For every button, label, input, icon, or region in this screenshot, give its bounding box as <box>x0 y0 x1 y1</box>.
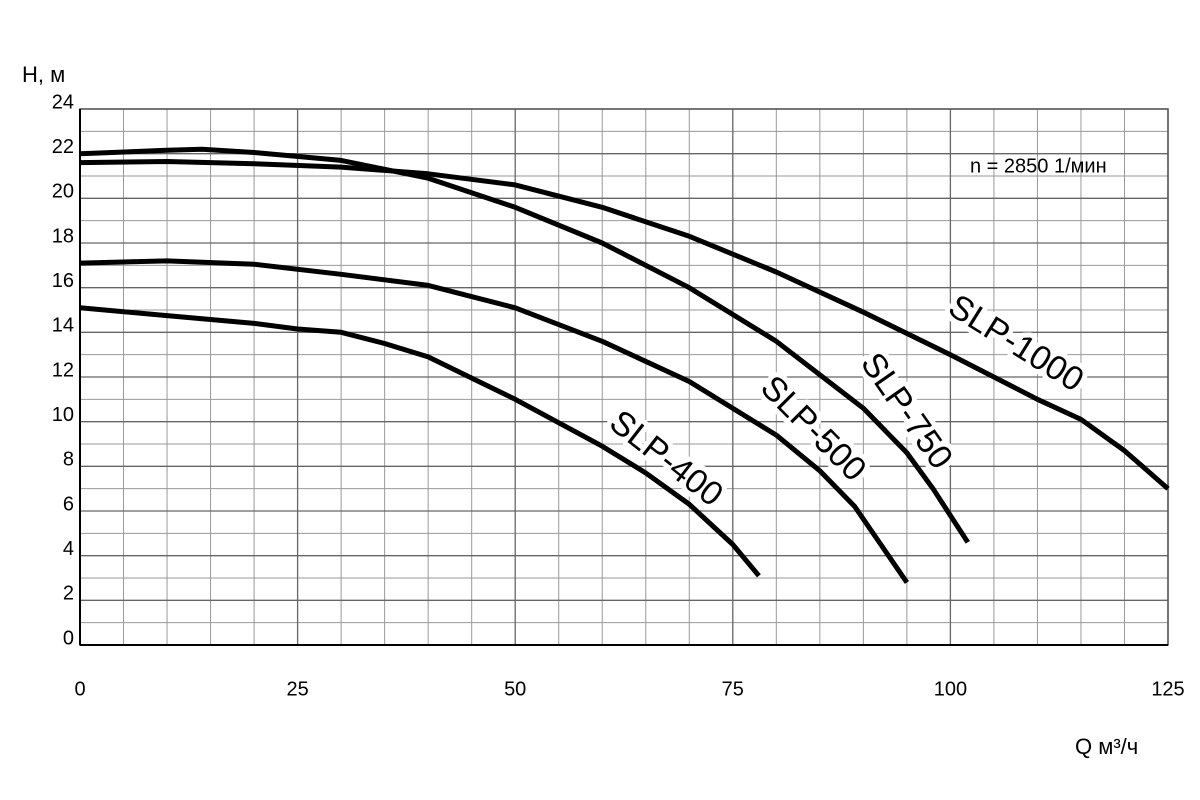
y-tick-label: 14 <box>52 315 74 337</box>
curve <box>79 146 970 544</box>
x-tick-label: 50 <box>504 678 526 700</box>
y-tick-label: 12 <box>52 359 74 381</box>
curve <box>79 159 1170 491</box>
y-tick-label: 20 <box>52 181 74 203</box>
y-tick-label: 2 <box>63 583 74 605</box>
y-tick-label: 24 <box>52 91 74 113</box>
y-tick-label: 22 <box>52 136 74 158</box>
curve-label: SLP-1000 <box>942 287 1090 399</box>
y-tick-label: 10 <box>52 404 74 426</box>
x-axis-label: Q м³/ч <box>1075 734 1138 759</box>
x-tick-label: 125 <box>1151 678 1184 700</box>
y-tick-label: 6 <box>63 493 74 515</box>
x-tick-label: 0 <box>74 678 85 700</box>
x-tick-label: 100 <box>934 678 967 700</box>
x-tick-label: 75 <box>722 678 744 700</box>
y-tick-label: 0 <box>63 627 74 649</box>
y-tick-label: 8 <box>63 449 74 471</box>
curve <box>79 305 761 578</box>
x-tick-label: 25 <box>286 678 308 700</box>
y-axis-label: H, м <box>22 62 65 87</box>
curve <box>79 258 909 584</box>
y-tick-label: 16 <box>52 270 74 292</box>
y-tick-label: 18 <box>52 225 74 247</box>
curve-label: SLP-500 <box>753 368 873 488</box>
annotation: n = 2850 1/мин <box>970 155 1107 177</box>
y-tick-label: 4 <box>63 538 74 560</box>
